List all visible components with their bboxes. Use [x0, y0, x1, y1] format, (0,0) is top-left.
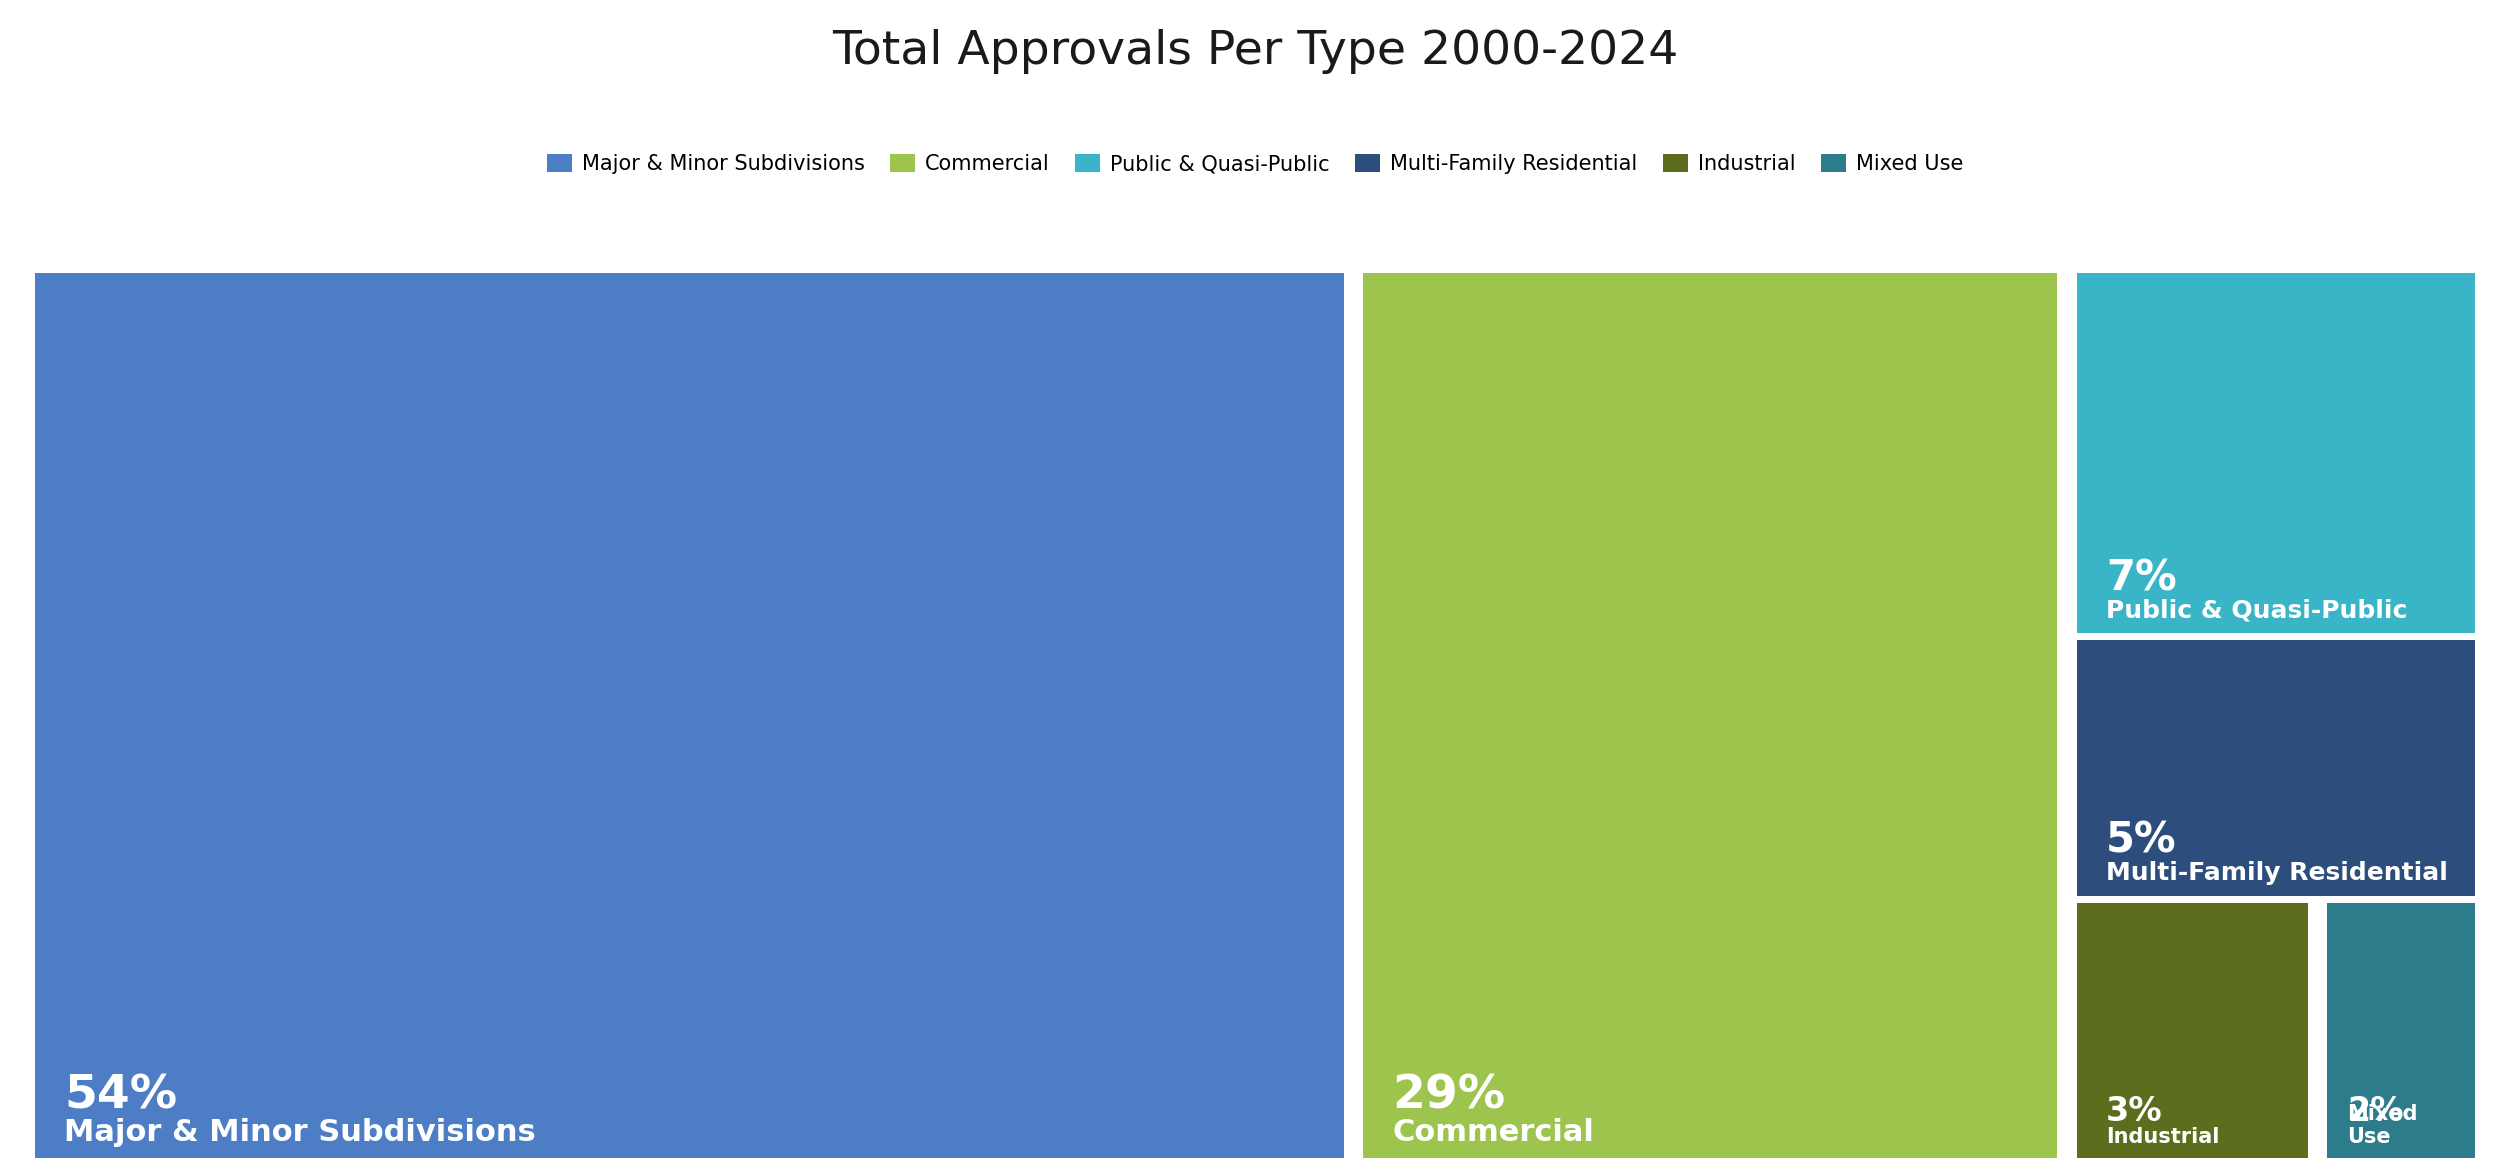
Text: 5%: 5% — [2106, 820, 2176, 862]
Bar — [2327, 903, 2475, 1158]
Bar — [2076, 640, 2475, 895]
Text: 54%: 54% — [65, 1074, 178, 1119]
Bar — [2076, 903, 2307, 1158]
Text: 3%: 3% — [2106, 1094, 2164, 1128]
Text: Industrial: Industrial — [2106, 1127, 2219, 1147]
Text: 29%: 29% — [1393, 1074, 1506, 1119]
Text: 7%: 7% — [2106, 557, 2176, 599]
Text: Mixed
Use: Mixed Use — [2347, 1104, 2417, 1147]
Legend: Major & Minor Subdivisions, Commercial, Public & Quasi-Public, Multi-Family Resi: Major & Minor Subdivisions, Commercial, … — [537, 145, 1973, 183]
Text: Public & Quasi-Public: Public & Quasi-Public — [2106, 598, 2407, 623]
Text: 2%: 2% — [2347, 1094, 2405, 1128]
Text: Total Approvals Per Type 2000-2024: Total Approvals Per Type 2000-2024 — [831, 29, 1679, 74]
Text: Commercial: Commercial — [1393, 1118, 1594, 1147]
Bar — [2076, 273, 2475, 633]
Text: Major & Minor Subdivisions: Major & Minor Subdivisions — [65, 1118, 537, 1147]
Bar — [35, 273, 1343, 1158]
Text: Multi-Family Residential: Multi-Family Residential — [2106, 861, 2447, 884]
Bar — [1363, 273, 2056, 1158]
